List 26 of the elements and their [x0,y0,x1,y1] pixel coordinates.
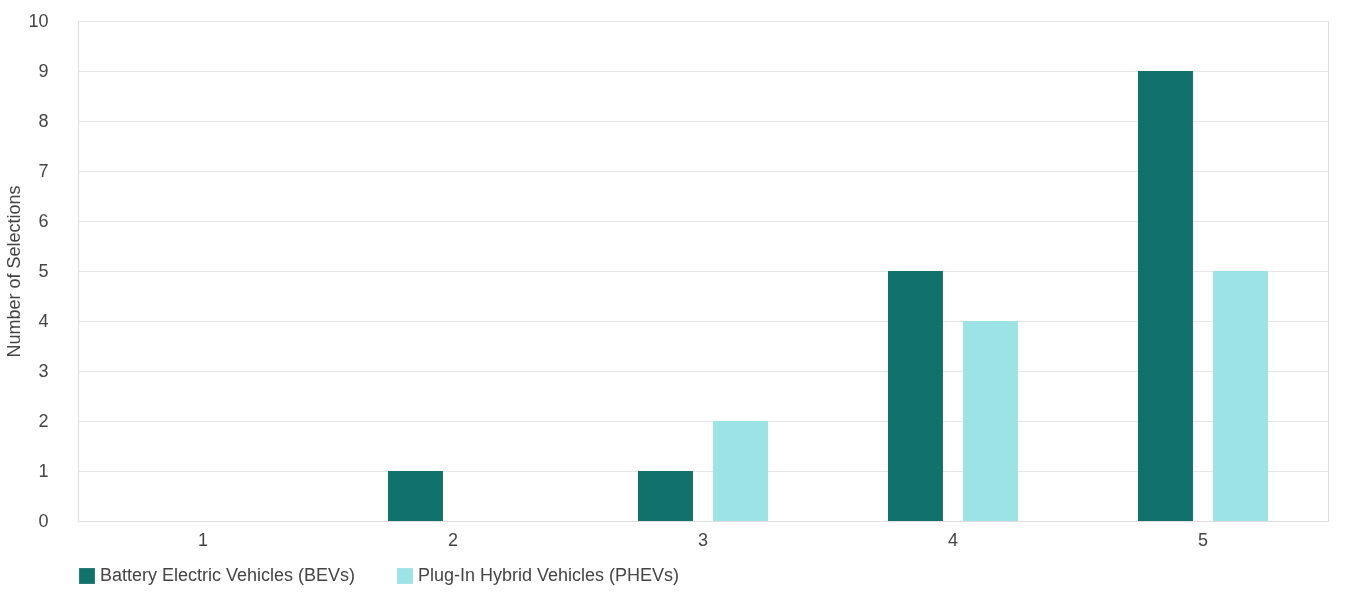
legend-label: Plug-In Hybrid Vehicles (PHEVs) [418,565,680,585]
y-tick-label: 8 [38,110,49,131]
bar [713,421,769,521]
bar [887,271,943,521]
x-tick-label: 1 [197,529,209,550]
y-tick-label: 9 [38,60,49,81]
y-axis-title: Number of Selections [4,185,25,358]
x-tick-label: 4 [947,529,959,550]
y-tick-label: 2 [38,410,49,431]
bar [637,471,693,521]
y-tick-label: 0 [38,510,49,531]
x-tick-label: 5 [1197,529,1209,550]
y-tick-label: 4 [38,310,49,331]
x-tick-label: 2 [447,529,459,550]
y-tick-label: 3 [38,360,49,381]
bar [1137,71,1193,521]
y-tick-label: 5 [38,260,49,281]
y-tick-label: 7 [38,160,49,181]
bar [963,321,1019,521]
y-tick-label: 1 [38,460,49,481]
bar [1213,271,1269,521]
legend-label: Battery Electric Vehicles (BEVs) [100,565,356,585]
x-tick-label: 3 [697,529,709,550]
bar [387,471,443,521]
y-tick-label: 6 [38,210,49,231]
y-tick-label: 10 [28,10,49,31]
